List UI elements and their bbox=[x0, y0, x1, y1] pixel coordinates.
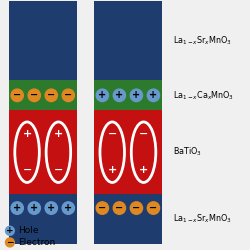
Circle shape bbox=[130, 202, 142, 214]
Text: +: + bbox=[6, 226, 14, 235]
Text: −: − bbox=[30, 90, 38, 100]
Text: Hole: Hole bbox=[18, 226, 39, 235]
Circle shape bbox=[28, 202, 40, 214]
Text: La$_{1-x}$Sr$_{x}$MnO$_{3}$: La$_{1-x}$Sr$_{x}$MnO$_{3}$ bbox=[173, 35, 232, 47]
Text: −: − bbox=[54, 165, 63, 175]
Text: −: − bbox=[13, 90, 21, 100]
Text: −: − bbox=[22, 165, 32, 175]
Text: +: + bbox=[149, 90, 158, 100]
Circle shape bbox=[28, 89, 40, 102]
Text: −: − bbox=[139, 129, 148, 139]
Circle shape bbox=[113, 202, 126, 214]
Text: −: − bbox=[47, 90, 55, 100]
Text: −: − bbox=[132, 203, 140, 213]
Circle shape bbox=[96, 202, 108, 214]
Circle shape bbox=[11, 89, 23, 102]
Circle shape bbox=[45, 202, 58, 214]
Text: BaTiO$_{3}$: BaTiO$_{3}$ bbox=[173, 146, 202, 158]
Text: Electron: Electron bbox=[18, 238, 56, 247]
Text: +: + bbox=[54, 129, 63, 139]
Text: La$_{1-x}$Sr$_{x}$MnO$_{3}$: La$_{1-x}$Sr$_{x}$MnO$_{3}$ bbox=[173, 213, 232, 225]
Bar bbox=[9, 2, 77, 80]
Text: −: − bbox=[6, 238, 14, 247]
Bar bbox=[94, 80, 162, 110]
Circle shape bbox=[130, 89, 142, 102]
Circle shape bbox=[147, 89, 160, 102]
Circle shape bbox=[147, 202, 160, 214]
Text: +: + bbox=[115, 90, 124, 100]
Circle shape bbox=[62, 89, 74, 102]
Text: −: − bbox=[115, 203, 124, 213]
Circle shape bbox=[11, 202, 23, 214]
Text: +: + bbox=[108, 165, 117, 175]
Bar bbox=[94, 2, 162, 80]
Text: +: + bbox=[30, 203, 38, 213]
Bar bbox=[94, 194, 162, 244]
Circle shape bbox=[62, 202, 74, 214]
Circle shape bbox=[45, 89, 58, 102]
Circle shape bbox=[6, 238, 14, 247]
Text: +: + bbox=[98, 90, 106, 100]
Circle shape bbox=[6, 226, 14, 235]
Text: +: + bbox=[132, 90, 140, 100]
Bar bbox=[9, 80, 77, 110]
Text: −: − bbox=[149, 203, 158, 213]
Text: +: + bbox=[13, 203, 21, 213]
Text: +: + bbox=[22, 129, 32, 139]
Bar bbox=[9, 110, 77, 194]
Bar bbox=[94, 110, 162, 194]
Text: −: − bbox=[64, 90, 72, 100]
Circle shape bbox=[96, 89, 108, 102]
Text: +: + bbox=[139, 165, 148, 175]
Text: La$_{1-x}$Ca$_{x}$MnO$_{3}$: La$_{1-x}$Ca$_{x}$MnO$_{3}$ bbox=[173, 89, 234, 102]
Text: +: + bbox=[47, 203, 55, 213]
Circle shape bbox=[113, 89, 126, 102]
Bar bbox=[9, 194, 77, 244]
Text: −: − bbox=[98, 203, 106, 213]
Text: −: − bbox=[108, 129, 117, 139]
Text: +: + bbox=[64, 203, 72, 213]
